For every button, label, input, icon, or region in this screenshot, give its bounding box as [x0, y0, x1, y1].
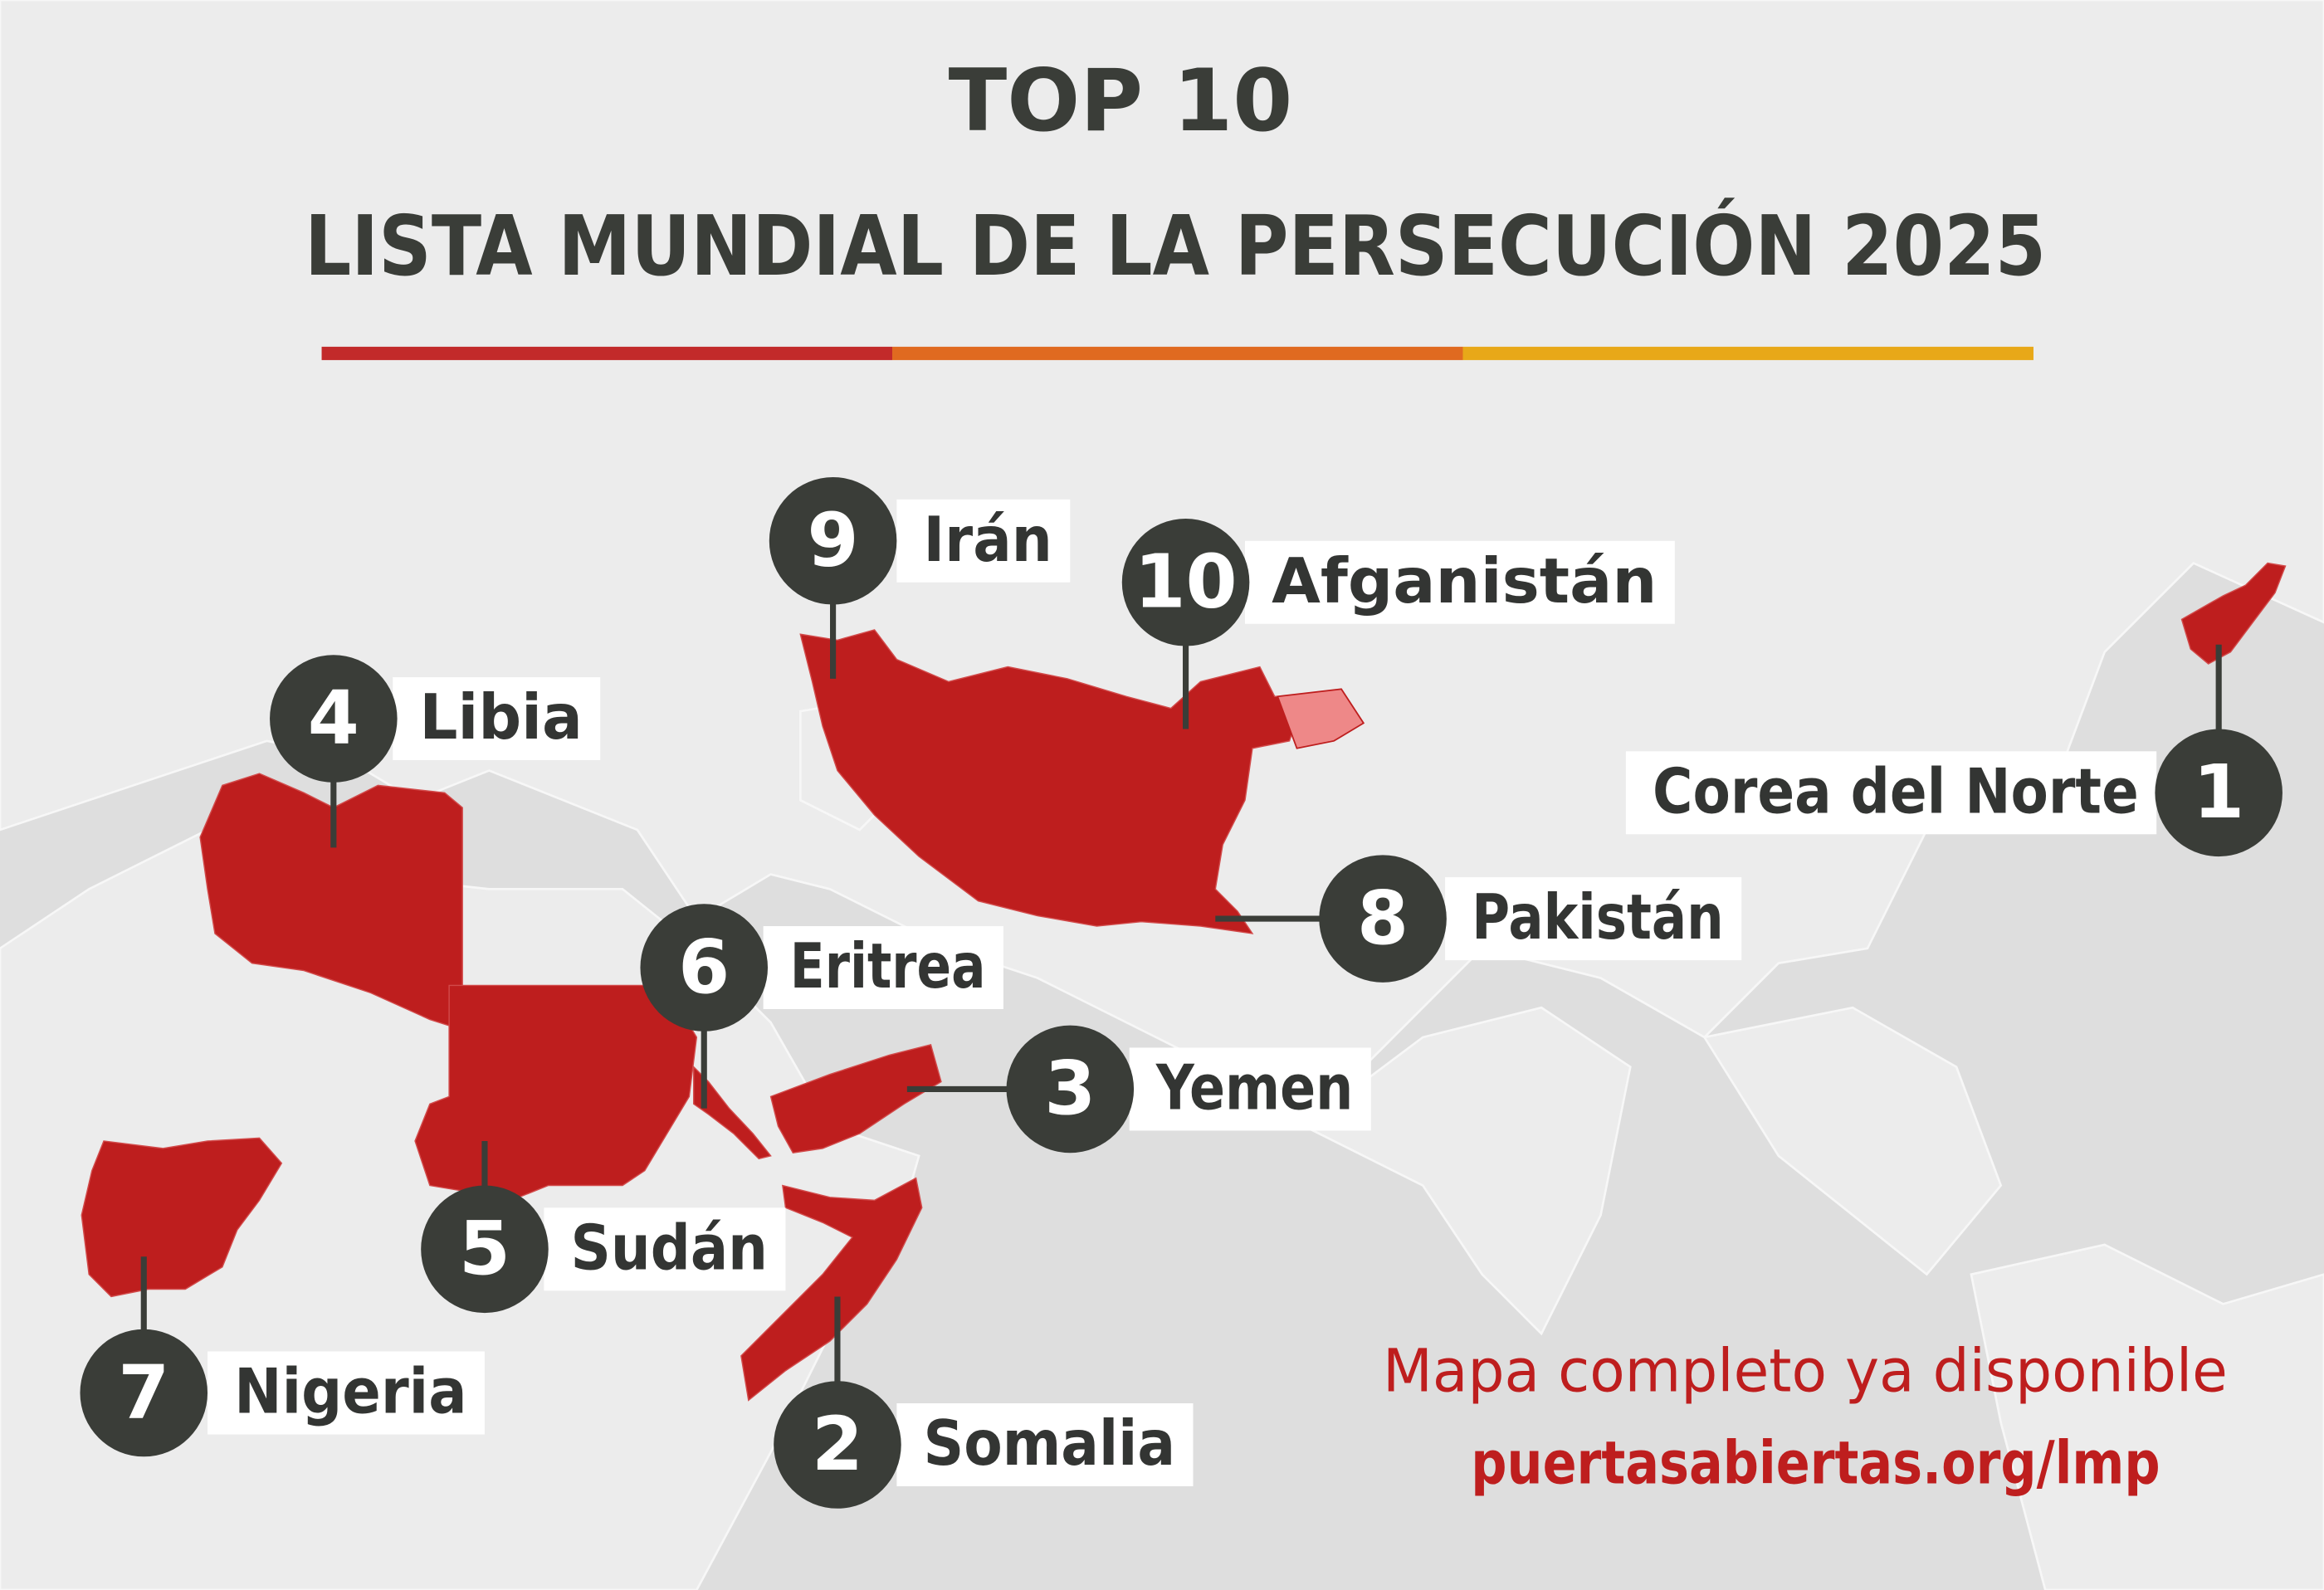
label-box	[208, 1351, 485, 1435]
country-name: Somalia	[924, 1407, 1176, 1480]
rank-badge	[774, 1381, 901, 1509]
rank-number: 2	[812, 1402, 863, 1488]
rank-number: 8	[1357, 875, 1409, 962]
label-box	[896, 1403, 1194, 1487]
rank-number: 7	[118, 1349, 169, 1436]
rank-number: 3	[1044, 1046, 1096, 1132]
yemen-shape	[769, 1044, 942, 1154]
rank-badge	[640, 904, 769, 1032]
underline-orange	[892, 346, 1463, 360]
label-box	[1445, 877, 1742, 961]
rank-badge	[421, 1185, 549, 1314]
country-name: Sudán	[571, 1211, 768, 1284]
rank-number: 9	[808, 498, 859, 584]
country-name: Nigeria	[234, 1355, 466, 1428]
country-name: Afganistán	[1272, 544, 1657, 617]
rank-badge	[1121, 518, 1250, 646]
underline-yellow	[1462, 346, 2034, 360]
country-name: Corea del Norte	[1653, 754, 2139, 827]
label-box	[763, 926, 1003, 1010]
country-name: Yemen	[1155, 1051, 1353, 1124]
libya-shape	[199, 773, 463, 1032]
country-name: Libia	[419, 680, 582, 754]
subtitle: LISTA MUNDIAL DE LA PERSECUCIÓN 2025	[305, 198, 2046, 295]
rank-number: 5	[459, 1206, 510, 1292]
label-box	[1625, 751, 2157, 835]
country-name: Irán	[924, 503, 1052, 576]
label-box	[393, 677, 601, 761]
label-box	[1129, 1047, 1371, 1131]
rank-badge	[1319, 855, 1447, 983]
country-name: Pakistán	[1472, 880, 1724, 954]
rank-badge	[2155, 729, 2282, 857]
rank-number: 4	[308, 676, 359, 762]
country-name: Eritrea	[790, 929, 986, 1002]
rank-badge	[270, 655, 398, 783]
rank-number: 1	[2193, 749, 2244, 836]
title: TOP 10	[949, 51, 1293, 151]
label-box	[544, 1207, 786, 1291]
somalia-shape	[740, 1177, 923, 1402]
nigeria-shape	[81, 1137, 283, 1298]
rank-badge	[80, 1329, 208, 1457]
label-box	[896, 499, 1071, 583]
kashmir-shape	[1277, 688, 1365, 749]
footer-text: Mapa completo ya disponible	[1383, 1337, 2228, 1406]
label-box	[1244, 540, 1675, 624]
rank-number: 10	[1134, 539, 1237, 626]
rank-number: 6	[678, 924, 730, 1011]
footer-link[interactable]: puertasabiertas.org/lmp	[1471, 1428, 2160, 1497]
north-korea-shape	[2180, 562, 2287, 665]
iran-afghanistan-pakistan-shape	[799, 629, 1306, 934]
rank-badge	[1006, 1025, 1135, 1153]
eritrea-shape	[693, 1065, 772, 1160]
underline-red	[321, 346, 893, 360]
title-underline	[321, 346, 2034, 360]
rank-badge	[769, 476, 897, 605]
country-labels: Corea del Norte 1 Somalia 2 Yemen 3 Libia 4 Sudá…	[80, 476, 2282, 1509]
